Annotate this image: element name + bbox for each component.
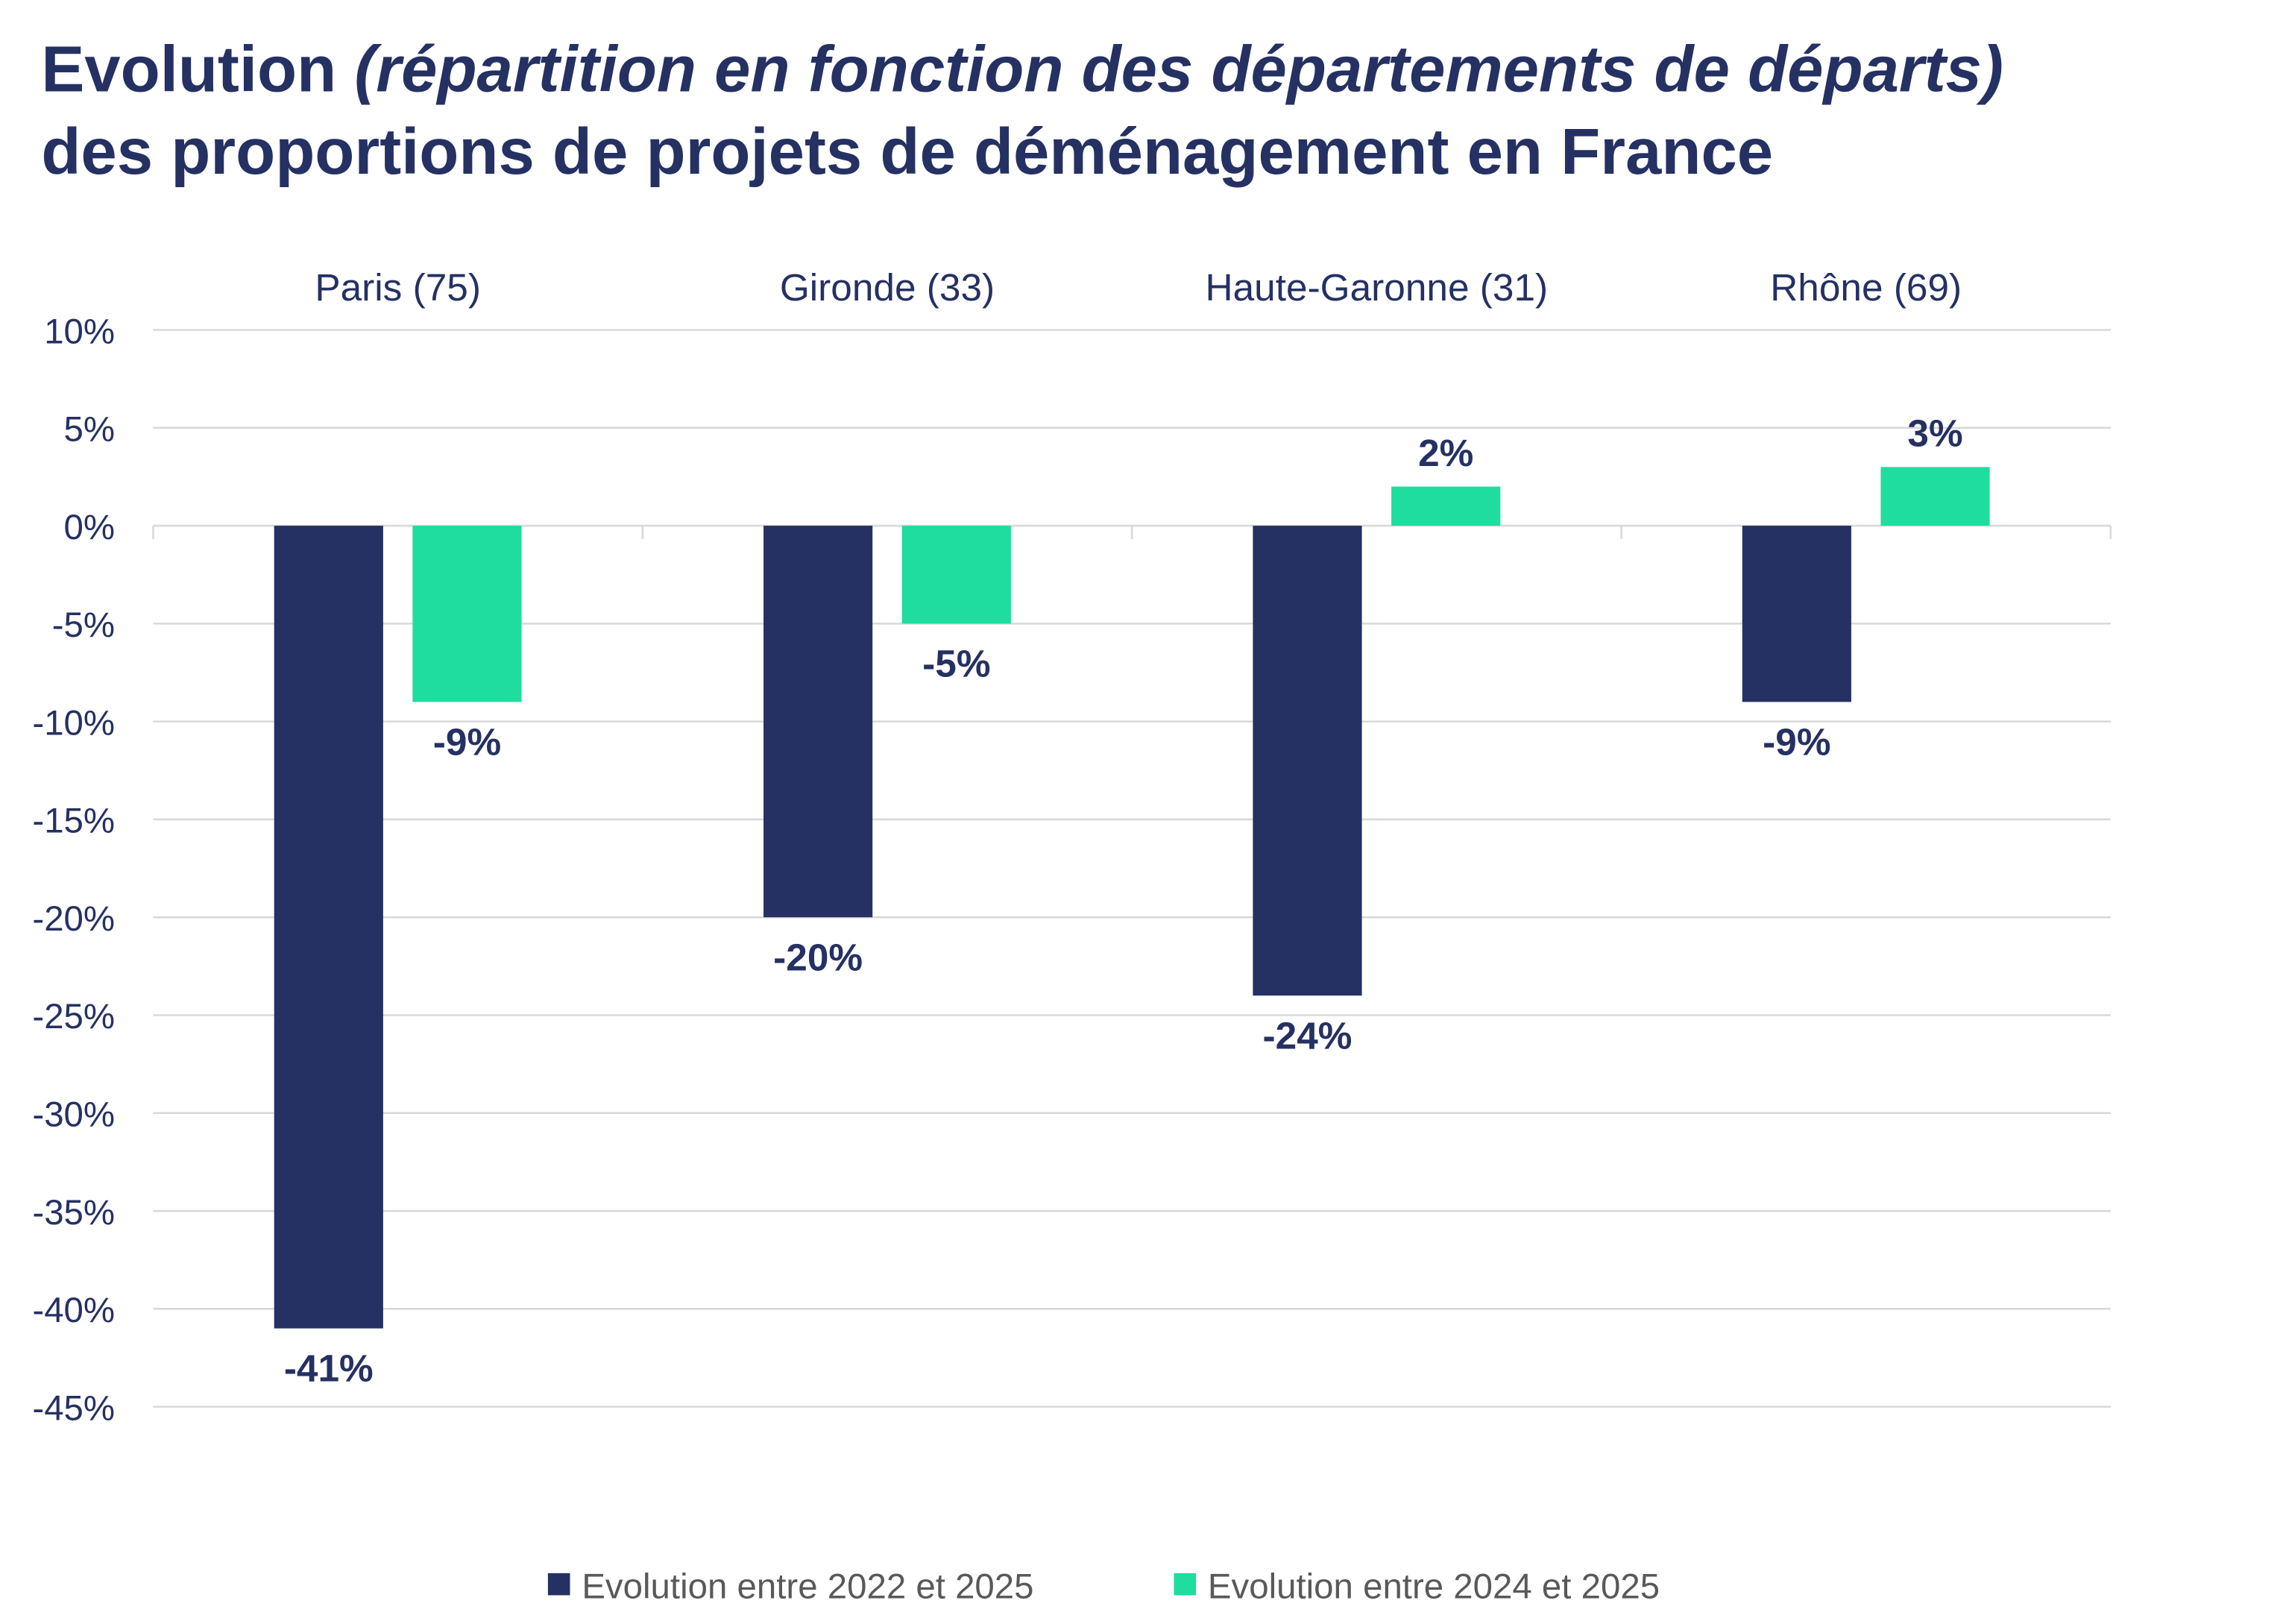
category-label: Gironde (33) — [780, 266, 995, 309]
bar — [901, 526, 1011, 624]
legend-swatch — [1174, 1573, 1197, 1596]
data-label: -41% — [284, 1347, 374, 1390]
bar — [274, 526, 383, 1329]
y-tick-label: -40% — [32, 1291, 115, 1330]
y-tick-label: 0% — [64, 508, 116, 547]
y-tick-label: 5% — [64, 410, 116, 450]
title-italic: (répartition en fonction des département… — [354, 33, 2003, 105]
category-label: Rhône (69) — [1770, 266, 1962, 309]
y-tick-label: -10% — [32, 703, 115, 743]
bar — [1391, 486, 1501, 526]
chart-title-line1: Evolution (répartition en fonction des d… — [41, 33, 2003, 105]
data-label: -24% — [1263, 1014, 1353, 1057]
y-tick-label: -45% — [32, 1388, 115, 1428]
chart-title-line2: des proportions de projets de déménageme… — [41, 116, 1773, 188]
data-label: -9% — [1763, 721, 1830, 764]
legend-label: Evolution entre 2022 et 2025 — [582, 1567, 1033, 1606]
bar — [412, 526, 522, 702]
y-tick-label: 10% — [44, 312, 115, 351]
title-prefix: Evolution — [41, 33, 354, 105]
bar — [1253, 526, 1362, 996]
data-label: -5% — [922, 642, 990, 684]
y-tick-label: -15% — [32, 802, 115, 841]
y-axis-ticks: 10% 5% 0% -5% -10% -15% -20% -25% -30% -35% -40% -4… — [32, 312, 115, 1428]
legend: Evolution entre 2022 et 2025 Evolution en… — [547, 1567, 1660, 1606]
data-label: 2% — [1418, 432, 1473, 474]
data-label: 3% — [1907, 412, 1962, 455]
bar — [763, 526, 873, 918]
bar — [1742, 526, 1851, 702]
y-tick-label: -30% — [32, 1095, 115, 1135]
y-tick-label: -25% — [32, 997, 115, 1036]
legend-label: Evolution entre 2024 et 2025 — [1208, 1567, 1660, 1606]
legend-swatch — [547, 1573, 570, 1596]
y-tick-label: -20% — [32, 899, 115, 939]
gridlines — [152, 329, 2112, 1408]
category-labels: Paris (75) Gironde (33) Haute-Garonne (31)… — [315, 266, 1962, 309]
bar — [1880, 467, 1990, 526]
data-label: -20% — [773, 936, 863, 978]
y-tick-label: -5% — [52, 605, 115, 645]
bars: -41% -9% -20% -5% -24% 2% -9% 3% — [274, 412, 1990, 1390]
category-label: Haute-Garonne (31) — [1206, 266, 1549, 309]
data-label: -9% — [433, 721, 501, 764]
category-label: Paris (75) — [315, 266, 481, 309]
y-tick-label: -35% — [32, 1193, 115, 1233]
